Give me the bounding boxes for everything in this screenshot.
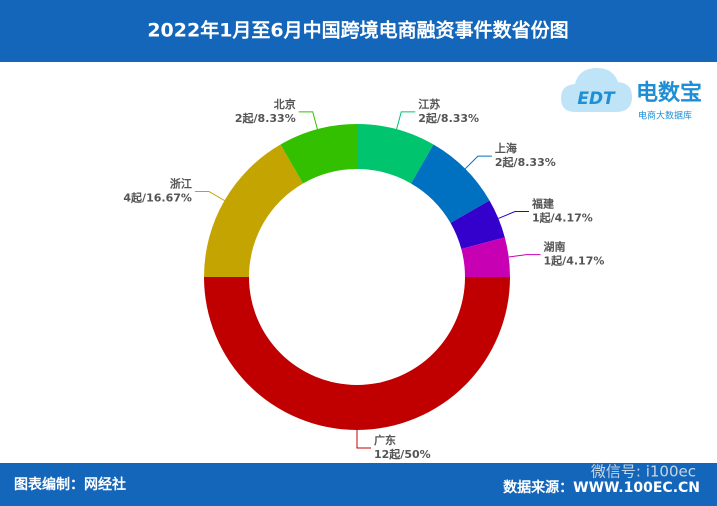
- slice-label: 广东: [374, 433, 396, 447]
- leader-line: [508, 254, 541, 258]
- slice-label: 北京: [274, 97, 296, 111]
- logo-tagline: 电商大数据库: [638, 110, 692, 122]
- slice-label: 福建: [531, 197, 555, 211]
- slice-label: 湖南: [544, 240, 566, 254]
- slice: [411, 144, 490, 223]
- slice-value-label: 4起/16.67%: [123, 191, 192, 205]
- leader-line: [464, 155, 492, 170]
- chart-title: 2022年1月至6月中国跨境电商融资事件数省份图: [147, 19, 568, 42]
- leader-line: [396, 111, 416, 130]
- slice: [280, 124, 357, 184]
- slice-value-label: 1起/4.17%: [544, 254, 605, 268]
- slice-label: 江苏: [418, 97, 440, 111]
- slice: [450, 200, 505, 250]
- leader-line: [194, 191, 225, 201]
- slice-value-label: 1起/4.17%: [532, 211, 593, 225]
- donut: 江苏2起/8.33%上海2起/8.33%福建1起/4.17%湖南1起/4.17%…: [123, 97, 604, 461]
- slice-value-label: 2起/8.33%: [495, 155, 556, 169]
- slice: [461, 237, 510, 277]
- leader-line: [298, 111, 318, 130]
- leader-line: [356, 430, 371, 449]
- slice-value-label: 12起/50%: [374, 447, 431, 461]
- slice-value-label: 2起/8.33%: [235, 111, 296, 125]
- leader-line: [498, 211, 529, 219]
- slice-label: 浙江: [170, 177, 192, 191]
- logo: EDT 电数宝 电商大数据库: [561, 68, 702, 122]
- logo-mark: EDT: [577, 89, 616, 109]
- slice: [204, 144, 303, 277]
- slice: [204, 277, 510, 430]
- logo-brand: 电数宝: [636, 80, 702, 106]
- slice-label: 上海: [495, 141, 517, 155]
- footer-left: 图表编制：网经社: [14, 476, 126, 493]
- header-bar: [0, 0, 717, 62]
- logo-cloud: [561, 68, 632, 112]
- slice-value-label: 2起/8.33%: [418, 111, 479, 125]
- footer-right: 数据来源：WWW.100EC.CN: [503, 479, 700, 496]
- slice: [357, 124, 434, 184]
- footer-bar: [0, 463, 717, 506]
- watermark: 微信号: i100ec: [591, 463, 696, 481]
